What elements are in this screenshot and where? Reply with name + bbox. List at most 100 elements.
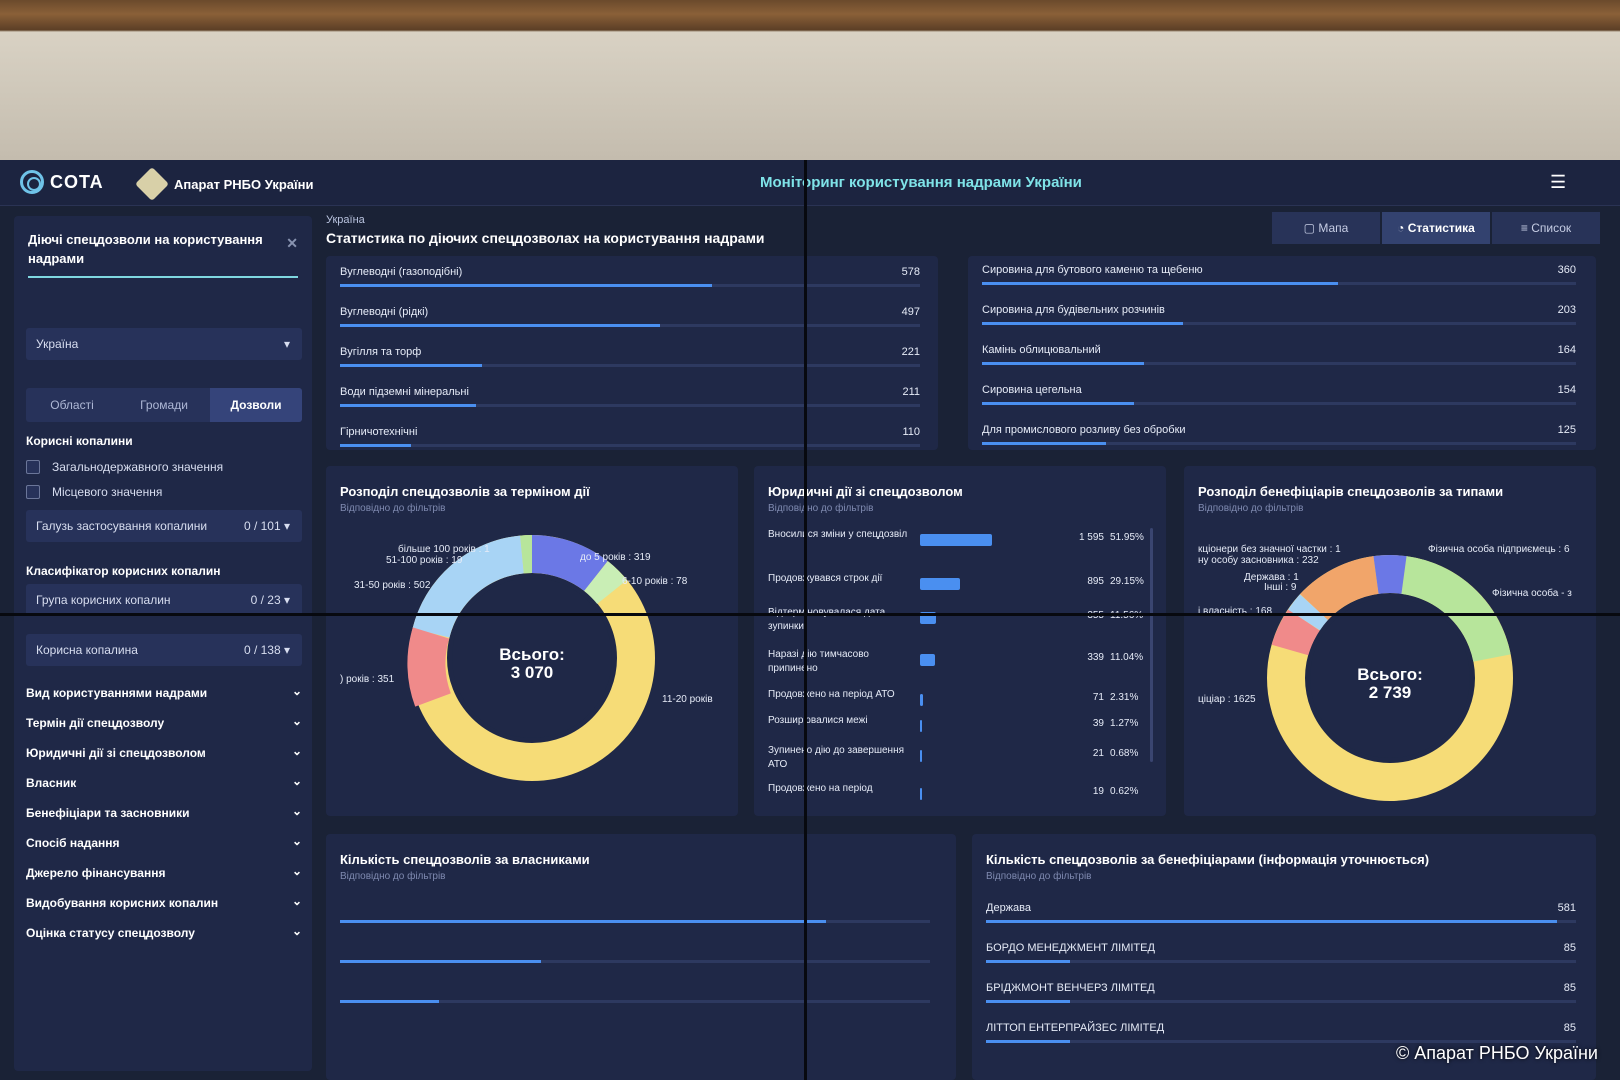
donut-segment-orange	[1300, 556, 1380, 621]
bar-row-label: Води підземні мінеральні	[340, 386, 469, 398]
bar-row[interactable]: Гірничотехнічні 110	[340, 426, 920, 450]
bar-row-label: БОРДО МЕНЕДЖМЕНТ ЛІМІТЕД	[986, 942, 1155, 954]
bar-fill	[340, 324, 661, 327]
org-name: Апарат РНБО України	[174, 176, 314, 192]
bar-row[interactable]: Сировина для бутового каменю та щебеню 36…	[982, 264, 1576, 288]
accordion-item[interactable]: Видобування корисних копалин ⌄	[26, 894, 302, 910]
benef-label-shareholders: кціонери без значної частки : 1	[1198, 544, 1341, 555]
bar-row[interactable]: Вуглеводні (рідкі) 497	[340, 306, 920, 330]
chevron-down-icon: ▾	[283, 337, 290, 351]
map-icon: ▢	[1303, 221, 1319, 235]
benef-label-property: і власність : 168	[1198, 606, 1273, 617]
panel-top-left: Вуглеводні (газоподібні) 578 Вуглеводні (р…	[326, 256, 938, 450]
bar-row[interactable]	[340, 982, 930, 1006]
bar-row[interactable]	[340, 942, 930, 966]
bar-row[interactable]: Сировина для будівельних розчинів 203	[982, 304, 1576, 328]
benef-donut-chart	[1267, 555, 1513, 801]
accordion-item[interactable]: Бенефіціари та засновники ⌄	[26, 804, 302, 820]
term-label-100plus: більше 100 років : 1	[398, 544, 490, 555]
bar-row-label: Гірничотехнічні	[340, 426, 418, 438]
bar-row-value: 221	[901, 346, 920, 358]
legal-row-count: 19	[1092, 786, 1104, 797]
accordion-item[interactable]: Джерело фінансування ⌄	[26, 864, 302, 880]
bar-row[interactable]: Камінь облицювальний 164	[982, 344, 1576, 368]
legal-scrollbar[interactable]	[1150, 528, 1153, 762]
bar-row[interactable]: Для промислового розливу без обробки 125	[982, 424, 1576, 448]
bar-track	[340, 960, 930, 963]
bar-row[interactable]: БОРДО МЕНЕДЖМЕНТ ЛІМІТЕД 85	[986, 942, 1576, 966]
tab-oblasti[interactable]: Області	[50, 398, 94, 412]
tab-hromady[interactable]: Громади	[140, 398, 188, 412]
legal-row-count: 1 595	[1078, 532, 1104, 543]
term-label-51-100: 51-100 років : 19	[386, 555, 463, 566]
bar-row[interactable]: Сировина цегельна 154	[982, 384, 1576, 408]
hamburger-menu-icon[interactable]: ☰	[1550, 172, 1567, 192]
bar-row-label: Держава	[986, 902, 1031, 914]
legal-row-bar[interactable]	[920, 720, 922, 732]
bar-row[interactable]: БРІДЖМОНТ ВЕНЧЕРЗ ЛІМІТЕД 85	[986, 982, 1576, 1006]
bar-row[interactable]: ЛІТТОП ЕНТЕРПРАЙЗЕС ЛІМІТЕД 85	[986, 1022, 1576, 1046]
group-select[interactable]: Група корисних копалин 0 / 23 ▾	[26, 584, 302, 616]
app-logo[interactable]: COTA	[20, 170, 104, 194]
donut-hole	[452, 578, 612, 738]
bar-fill	[982, 282, 1339, 285]
legal-row-bar[interactable]	[920, 750, 922, 762]
legal-row-count: 21	[1092, 748, 1104, 759]
bar-row[interactable]: Вуглеводні (газоподібні) 578	[340, 266, 920, 290]
legal-row-bar[interactable]	[920, 788, 922, 800]
bar-row[interactable]: Держава 581	[986, 902, 1576, 926]
view-switcher: ▢ Мапа ◔ Статистика ≡ Список	[1272, 212, 1600, 244]
benef-label-beneficiary: ціціар : 1625	[1198, 694, 1256, 705]
accordion-item[interactable]: Оцінка статусу спецдозволу ⌄	[26, 924, 302, 940]
checkbox-box[interactable]	[26, 460, 40, 474]
bar-row[interactable]	[340, 902, 930, 926]
close-icon[interactable]: ✕	[286, 235, 298, 251]
bar-row-value: 85	[1563, 982, 1576, 994]
donut-segment-red	[1271, 609, 1321, 656]
accordion-item[interactable]: Спосіб надання ⌄	[26, 834, 302, 850]
accordion-item[interactable]: Термін дії спецдозволу ⌄	[26, 714, 302, 730]
checkbox-box[interactable]	[26, 485, 40, 499]
benef-label-individual: Фізична особа - з	[1492, 588, 1572, 599]
benef-label-founder: ну особу засновника : 232	[1198, 555, 1319, 566]
legal-row-percent: 29.15%	[1110, 576, 1144, 587]
tab-list[interactable]: ≡ Список	[1492, 212, 1600, 244]
legal-row-count: 339	[1087, 652, 1104, 663]
copyright-watermark: © Апарат РНБО України	[1395, 1043, 1598, 1063]
benef-label-other: Інші : 9	[1264, 582, 1297, 593]
bar-row-label: Сировина цегельна	[982, 384, 1082, 396]
legal-row-percent: 0.62%	[1110, 786, 1139, 797]
donut-hole	[1310, 598, 1470, 758]
term-label-to5: до 5 років : 319	[580, 552, 651, 563]
branch-select[interactable]: Галузь застосування копалини 0 / 101 ▾	[26, 510, 302, 542]
checkbox-national[interactable]: Загальнодержавного значення	[26, 460, 223, 474]
region-select[interactable]: Україна ▾	[26, 328, 302, 360]
bar-track	[986, 1040, 1576, 1043]
bar-fill	[340, 284, 713, 287]
legal-row-count: 39	[1092, 718, 1104, 729]
tab-statistics-label: Статистика	[1407, 221, 1475, 235]
bar-fill	[982, 322, 1183, 325]
tab-statistics[interactable]: ◔ Статистика	[1382, 212, 1490, 244]
tab-map[interactable]: ▢ Мапа	[1272, 212, 1380, 244]
legal-row-label: Продовжено на період АТО	[768, 689, 895, 700]
tab-dozvoly[interactable]: Дозволи	[210, 388, 302, 422]
sidebar-heading: Діючі спецдозволи на користування надрам…	[28, 230, 298, 278]
legal-row-bar[interactable]	[920, 694, 924, 706]
bar-fill	[982, 362, 1145, 365]
legal-row-bar[interactable]	[920, 534, 992, 546]
bar-row[interactable]: Води підземні мінеральні 211	[340, 386, 920, 410]
accordion-item[interactable]: Вид користуваннями надрами ⌄	[26, 684, 302, 700]
bar-fill	[340, 364, 483, 367]
bar-track	[982, 442, 1576, 445]
legal-row-bar[interactable]	[920, 654, 936, 666]
legal-title: Юридичні дії зі спецдозволом	[768, 484, 963, 499]
bar-row[interactable]: Вугілля та торф 221	[340, 346, 920, 370]
bar-row-value: 85	[1563, 942, 1576, 954]
checkbox-local[interactable]: Місцевого значення	[26, 485, 162, 499]
accordion-item[interactable]: Власник ⌄	[26, 774, 302, 790]
mineral-select[interactable]: Корисна копалина 0 / 138 ▾	[26, 634, 302, 666]
accordion-item[interactable]: Юридичні дії зі спецдозволом ⌄	[26, 744, 302, 760]
legal-row-percent: 11.04%	[1110, 652, 1144, 663]
legal-row-bar[interactable]	[920, 578, 961, 590]
